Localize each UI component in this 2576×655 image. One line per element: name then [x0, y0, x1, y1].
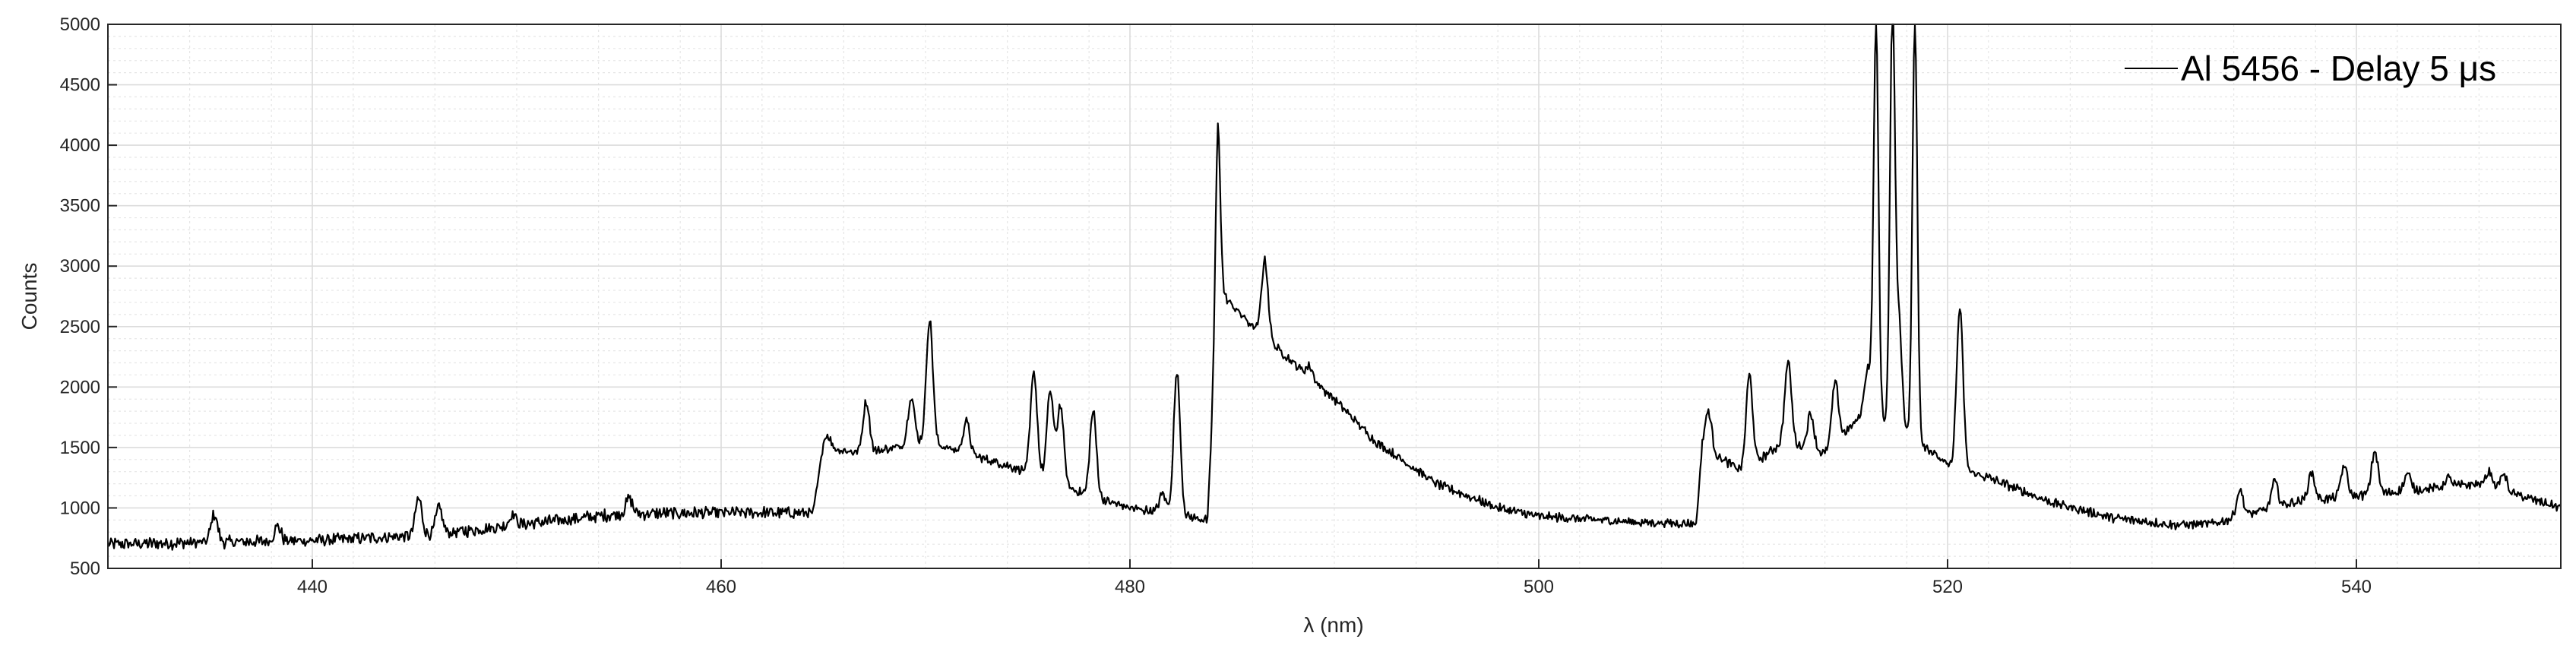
x-axis-ticks: 440 460 480 500 520 540	[297, 559, 2372, 597]
x-tick-label: 440	[297, 577, 328, 597]
y-tick-label: 3000	[60, 256, 100, 277]
spectrum-series-line	[106, 23, 2562, 551]
x-tick-label: 480	[1115, 577, 1145, 597]
y-tick-label: 4000	[60, 135, 100, 156]
legend-entry: Al 5456 - Delay 5 μs	[2181, 49, 2496, 88]
y-axis-ticks: 500 1000 1500 2000 2500 3000 3500 4000 4500 5000	[60, 14, 117, 579]
legend: Al 5456 - Delay 5 μs	[2125, 49, 2496, 88]
y-tick-label: 1500	[60, 438, 100, 458]
series-layer	[106, 23, 2562, 551]
x-axis-label: λ (nm)	[1303, 613, 1363, 637]
x-tick-label: 520	[1932, 577, 1963, 597]
x-tick-label: 540	[2341, 577, 2372, 597]
y-tick-label: 2500	[60, 317, 100, 337]
x-tick-label: 460	[706, 577, 736, 597]
y-tick-label: 5000	[60, 14, 100, 35]
x-tick-label: 500	[1524, 577, 1554, 597]
y-tick-label: 2000	[60, 377, 100, 397]
y-tick-label: 1000	[60, 498, 100, 518]
y-tick-label: 4500	[60, 75, 100, 96]
y-axis-label: Counts	[17, 263, 41, 331]
plot-frame	[107, 24, 2562, 569]
minor-grid	[107, 24, 2562, 568]
y-tick-label: 3500	[60, 196, 100, 217]
y-tick-label: 500	[70, 558, 100, 579]
